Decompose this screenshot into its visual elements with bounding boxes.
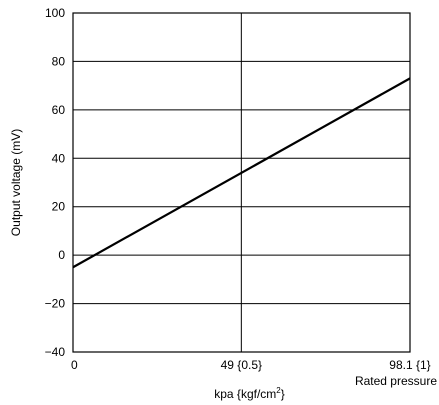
x-axis-label-suffix: }	[281, 387, 285, 401]
x-tick-note: Rated pressure	[355, 374, 437, 388]
x-tick-label: 0	[71, 358, 78, 372]
x-axis-label: kpa {kgf/cm2}	[214, 386, 285, 401]
y-tick-label: 100	[45, 6, 65, 20]
y-tick-label: 60	[52, 103, 66, 117]
plot-frame	[72, 12, 411, 353]
y-tick-label: −40	[45, 345, 66, 359]
y-tick-label: 0	[58, 248, 65, 262]
x-axis-label-main: kpa {kgf/cm	[214, 387, 276, 401]
y-tick-label: 80	[52, 54, 66, 68]
y-tick-labels: 100 80 60 40 20 0 −20 −40	[45, 6, 66, 359]
x-tick-label: 98.1 {1}	[389, 358, 430, 372]
x-tick-label: 49 {0.5}	[221, 358, 262, 372]
y-tick-label: 20	[52, 200, 66, 214]
series-line	[72, 77, 411, 269]
y-tick-label: 40	[52, 151, 66, 165]
y-tick-label: −20	[45, 297, 66, 311]
x-tick-labels: 0 49 {0.5} 98.1 {1}	[71, 358, 431, 372]
series-layer	[72, 77, 411, 269]
grid-layer	[73, 13, 410, 352]
y-axis-label: Output voltage (mV)	[9, 129, 23, 236]
x-axis-label-superscript: 2	[276, 386, 281, 395]
